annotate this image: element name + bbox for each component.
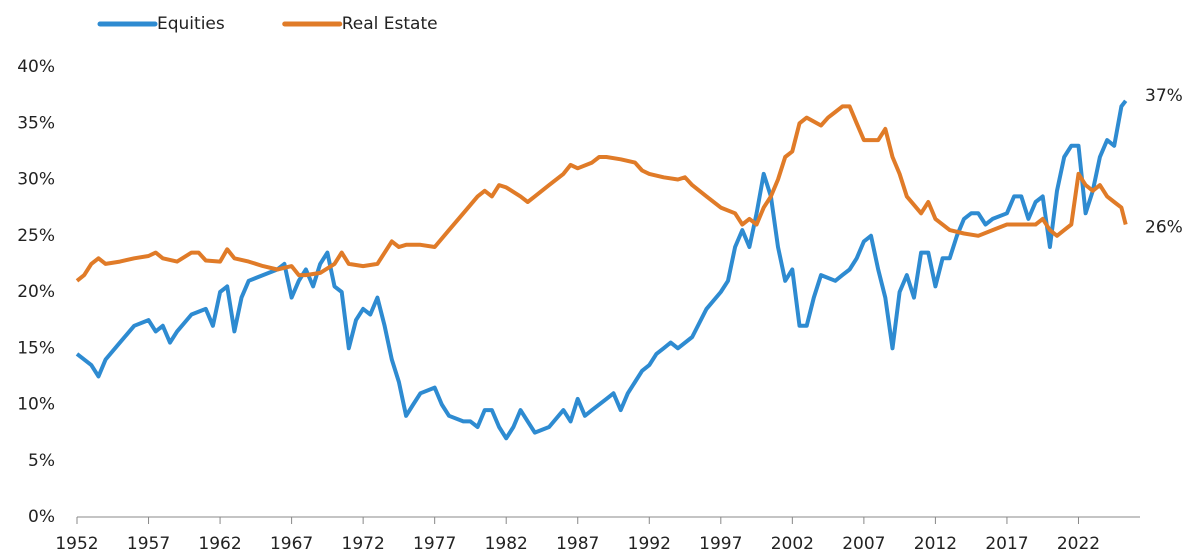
x-tick-label: 1997 [699, 534, 742, 554]
y-tick-label: 20% [17, 282, 55, 302]
series-line [75, 104, 1128, 283]
x-tick-label: 1962 [198, 534, 241, 554]
y-tick-label: 25% [17, 226, 55, 246]
x-tick-label: 1987 [556, 534, 599, 554]
x-tick-label: 1982 [485, 534, 528, 554]
legend-label: Equities [157, 14, 225, 34]
y-tick-label: 30% [17, 170, 55, 190]
x-tick-label: 1957 [127, 534, 170, 554]
series-line [75, 99, 1128, 441]
x-tick-label: 2022 [1057, 534, 1100, 554]
x-tick-label: 2007 [842, 534, 885, 554]
y-tick-label: 5% [28, 451, 55, 471]
x-tick-label: 2002 [771, 534, 814, 554]
x-tick-label: 1992 [628, 534, 671, 554]
y-tick-label: 40% [17, 57, 55, 77]
end-label: 26% [1145, 218, 1183, 238]
x-tick-label: 1967 [270, 534, 313, 554]
end-label: 37% [1145, 86, 1183, 106]
x-tick-label: 1972 [342, 534, 385, 554]
y-tick-label: 15% [17, 338, 55, 358]
y-tick-label: 35% [17, 113, 55, 133]
x-tick-label: 2012 [914, 534, 957, 554]
y-tick-label: 0% [28, 507, 55, 527]
x-tick-label: 1977 [413, 534, 456, 554]
x-tick-label: 2017 [985, 534, 1028, 554]
x-tick-label: 1952 [55, 534, 98, 554]
y-tick-label: 10% [17, 395, 55, 415]
legend-label: Real Estate [342, 14, 438, 34]
